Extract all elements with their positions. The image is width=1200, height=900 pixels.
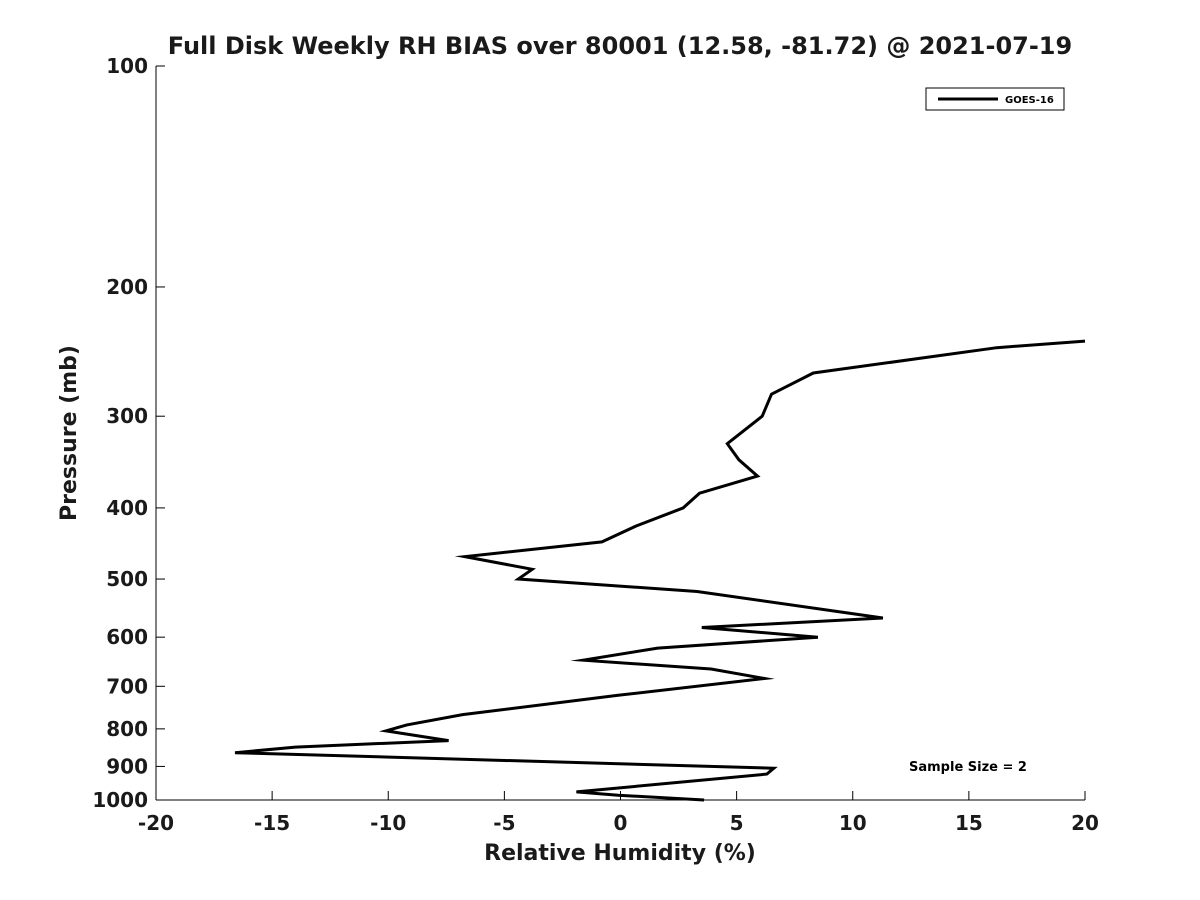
x-tick-label: -20 <box>138 811 174 835</box>
x-tick-label: -5 <box>493 811 515 835</box>
y-tick-label: 600 <box>106 625 148 649</box>
x-tick-label: 5 <box>730 811 744 835</box>
y-tick-label: 300 <box>106 404 148 428</box>
chart-title: Full Disk Weekly RH BIAS over 80001 (12.… <box>168 32 1072 60</box>
y-tick-label: 900 <box>106 754 148 778</box>
series-layer <box>234 339 1086 802</box>
x-tick-label: 10 <box>839 811 867 835</box>
y-tick-label: 500 <box>106 567 148 591</box>
x-tick-label: 0 <box>614 811 628 835</box>
y-tick-label: 400 <box>106 496 148 520</box>
y-axis-ticks: 100 200 300 400 500 600 700 800 900 1000 <box>92 54 165 812</box>
y-tick-label: 100 <box>106 54 148 78</box>
y-tick-label: 700 <box>106 674 148 698</box>
x-tick-label: -10 <box>370 811 406 835</box>
y-tick-label: 200 <box>106 275 148 299</box>
y-tick-label: 1000 <box>92 788 148 812</box>
series-line-goes-16 <box>234 339 1086 802</box>
y-tick-label: 800 <box>106 717 148 741</box>
x-axis-ticks: -20 -15 -10 -5 0 5 10 15 20 <box>138 791 1099 835</box>
legend: GOES-16 <box>925 87 1065 111</box>
x-tick-label: 15 <box>955 811 983 835</box>
x-axis-label: Relative Humidity (%) <box>484 841 756 866</box>
x-tick-label: -15 <box>254 811 290 835</box>
x-tick-label: 20 <box>1071 811 1099 835</box>
sample-size-annotation: Sample Size = 2 <box>909 760 1027 775</box>
legend-entry-goes-16: GOES-16 <box>1005 95 1054 106</box>
y-axis-label: Pressure (mb) <box>57 345 82 521</box>
